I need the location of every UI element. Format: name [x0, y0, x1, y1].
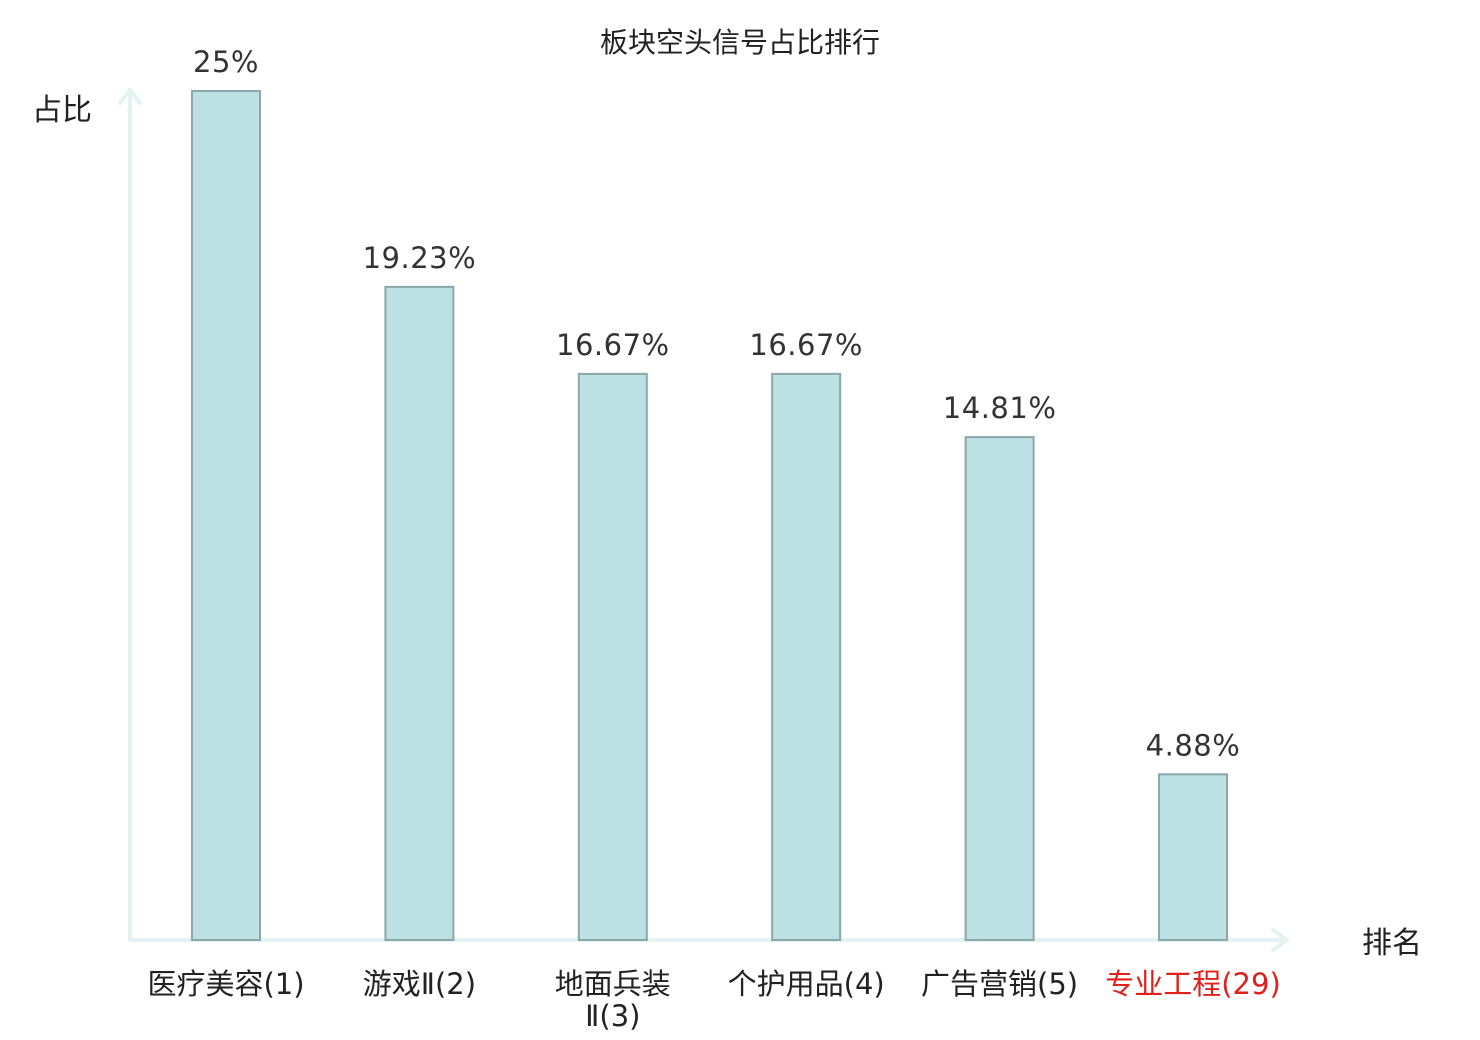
- bar: [1158, 773, 1228, 941]
- bar-value-label: 19.23%: [363, 241, 477, 275]
- x-tick-label: 个护用品(4): [728, 967, 885, 1001]
- bar: [577, 372, 648, 941]
- x-tick-label: 地面兵装: [555, 967, 671, 1001]
- x-axis-label: 排名: [1362, 926, 1422, 961]
- bar-value-label: 25%: [193, 45, 259, 79]
- x-tick-label: 医疗美容(1): [147, 967, 304, 1001]
- x-tick-label: 广告营销(5): [921, 967, 1078, 1001]
- x-tick-label: Ⅱ(3): [585, 999, 640, 1033]
- bar-value-label: 14.81%: [943, 391, 1057, 425]
- chart-title: 板块空头信号占比排行: [600, 26, 880, 59]
- bar-value-label: 16.67%: [556, 328, 670, 362]
- bar-value-label: 4.88%: [1146, 728, 1241, 762]
- bar-value-label: 16.67%: [749, 328, 863, 362]
- bar: [964, 436, 1035, 941]
- x-tick-label: 专业工程(29): [1105, 967, 1281, 1001]
- bar: [384, 285, 455, 941]
- bar: [771, 372, 842, 941]
- x-axis-arrow: [1271, 928, 1289, 952]
- x-tick-label: 游戏Ⅱ(2): [363, 967, 476, 1001]
- bar: [191, 90, 261, 941]
- value-labels-group: 25% 19.23% 16.67% 16.67% 14.81% 4.88%: [193, 45, 1240, 762]
- y-axis-label: 占比: [32, 93, 92, 128]
- bars-group: [191, 90, 1228, 941]
